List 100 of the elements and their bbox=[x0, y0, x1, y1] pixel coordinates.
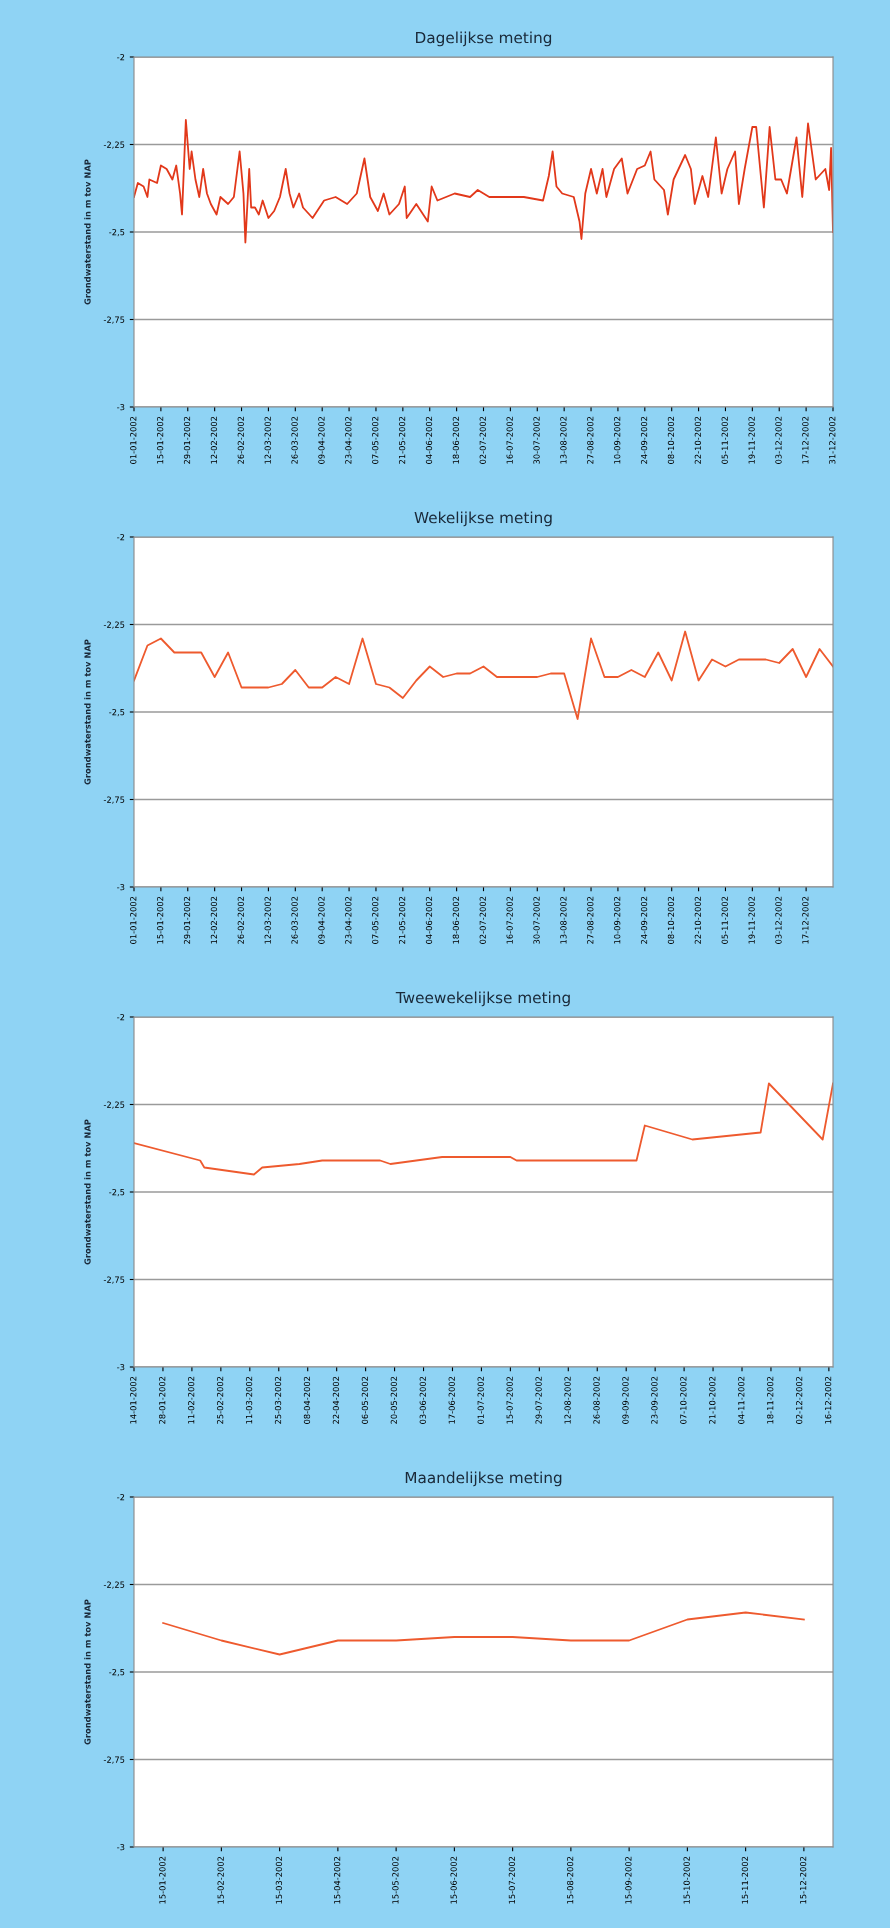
y-tick-label: -2,75 bbox=[103, 1756, 125, 1764]
x-tick-label: 30-07-2002 bbox=[533, 416, 540, 464]
x-tick-label: 24-09-2002 bbox=[640, 416, 648, 464]
x-tick-label: 04-06-2002 bbox=[425, 416, 433, 464]
y-axis-title: Grondwaterstand in m tov NAP bbox=[84, 159, 91, 305]
x-tick-label: 18-06-2002 bbox=[452, 416, 460, 464]
x-tick-label: 21-10-2002 bbox=[709, 1376, 716, 1424]
x-tick-label: 09-04-2002 bbox=[318, 896, 325, 944]
x-tick-label: 07-10-2002 bbox=[680, 1376, 687, 1424]
x-tick-label: 19-11-2002 bbox=[748, 896, 755, 944]
y-tick-label: -2 bbox=[117, 53, 125, 61]
x-tick-label: 29-01-2002 bbox=[183, 896, 191, 944]
x-tick-label: 26-02-2002 bbox=[237, 416, 244, 464]
x-tick-label: 18-06-2002 bbox=[452, 896, 460, 944]
x-tick-label: 15-08-2002 bbox=[566, 1856, 574, 1904]
x-tick-label: 27-08-2002 bbox=[587, 416, 594, 464]
x-tick-label: 03-06-2002 bbox=[419, 1376, 426, 1424]
x-tick-label: 15-01-2002 bbox=[159, 1856, 166, 1904]
line-series bbox=[134, 1082, 833, 1176]
x-tick-label: 16-12-2002 bbox=[824, 1376, 832, 1424]
x-tick-label: 21-05-2002 bbox=[398, 896, 406, 944]
y-tick-label: -2,25 bbox=[103, 141, 125, 149]
y-tick-label: -2,75 bbox=[103, 316, 125, 324]
x-tick-label: 06-05-2002 bbox=[361, 1376, 369, 1424]
x-tick-label: 15-05-2002 bbox=[392, 1856, 399, 1904]
x-tick-label: 15-07-2002 bbox=[506, 1376, 513, 1424]
y-tick-label: -3 bbox=[117, 883, 125, 891]
x-tick-label: 10-09-2002 bbox=[614, 416, 621, 464]
chart-title: Tweewekelijkse meting bbox=[395, 991, 570, 1007]
x-tick-label: 27-08-2002 bbox=[587, 896, 594, 944]
x-tick-label: 29-07-2002 bbox=[535, 1376, 542, 1424]
x-tick-label: 13-08-2002 bbox=[560, 416, 567, 464]
x-tick-label: 12-03-2002 bbox=[264, 896, 271, 944]
x-tick-label: 04-06-2002 bbox=[425, 896, 433, 944]
x-tick-label: 26-03-2002 bbox=[291, 416, 298, 464]
x-tick-label: 02-07-2002 bbox=[479, 416, 486, 464]
x-tick-label: 22-10-2002 bbox=[694, 416, 701, 464]
y-tick-label: -2,25 bbox=[103, 1581, 125, 1589]
x-tick-label: 22-10-2002 bbox=[694, 896, 701, 944]
x-tick-label: 15-11-2002 bbox=[741, 1856, 749, 1904]
x-tick-label: 02-12-2002 bbox=[796, 1376, 803, 1424]
x-tick-label: 20-05-2002 bbox=[390, 1376, 397, 1424]
x-tick-label: 15-01-2002 bbox=[157, 896, 164, 944]
x-tick-label: 15-10-2002 bbox=[683, 1856, 690, 1904]
x-tick-label: 12-08-2002 bbox=[564, 1376, 571, 1424]
x-tick-label: 11-03-2002 bbox=[245, 1376, 253, 1424]
y-tick-label: -2 bbox=[117, 533, 125, 541]
x-tick-label: 25-02-2002 bbox=[216, 1376, 224, 1424]
x-tick-label: 10-09-2002 bbox=[614, 896, 621, 944]
x-tick-label: 07-05-2002 bbox=[372, 416, 379, 464]
x-tick-label: 15-07-2002 bbox=[508, 1856, 516, 1904]
chart-title: Dagelijkse meting bbox=[416, 31, 552, 47]
x-tick-label: 15-03-2002 bbox=[275, 1856, 283, 1904]
x-tick-label: 23-09-2002 bbox=[651, 1376, 658, 1424]
x-tick-label: 23-04-2002 bbox=[345, 416, 352, 464]
x-tick-label: 15-06-2002 bbox=[450, 1856, 457, 1904]
x-tick-label: 05-11-2002 bbox=[721, 896, 728, 944]
x-tick-label: 13-08-2002 bbox=[560, 896, 567, 944]
x-tick-label: 30-07-2002 bbox=[533, 896, 540, 944]
x-tick-label: 15-02-2002 bbox=[217, 1856, 224, 1904]
y-tick-label: -2,5 bbox=[109, 1668, 125, 1677]
x-tick-label: 01-01-2002 bbox=[130, 896, 137, 944]
x-tick-label: 15-12-2002 bbox=[799, 1856, 807, 1904]
line-series bbox=[134, 630, 833, 720]
x-tick-label: 21-05-2002 bbox=[398, 416, 406, 464]
x-tick-label: 17-06-2002 bbox=[448, 1376, 455, 1424]
chart-title: Wekelijkse meting bbox=[414, 511, 552, 527]
x-tick-label: 12-02-2002 bbox=[210, 896, 218, 944]
y-tick-label: -2,25 bbox=[103, 621, 125, 629]
x-tick-label: 09-04-2002 bbox=[318, 416, 325, 464]
x-tick-label: 16-07-2002 bbox=[506, 896, 513, 944]
x-tick-label: 02-07-2002 bbox=[479, 896, 486, 944]
x-tick-label: 03-12-2002 bbox=[775, 896, 782, 944]
x-tick-label: 15-04-2002 bbox=[333, 1856, 341, 1904]
y-tick-label: -3 bbox=[117, 403, 125, 411]
y-tick-label: -3 bbox=[117, 1843, 125, 1851]
x-tick-label: 01-01-2002 bbox=[130, 416, 137, 464]
y-tick-label: -2,5 bbox=[109, 1188, 125, 1197]
x-tick-label: 07-05-2002 bbox=[372, 896, 379, 944]
x-tick-label: 15-01-2002 bbox=[157, 416, 164, 464]
x-tick-label: 12-03-2002 bbox=[264, 416, 271, 464]
x-tick-label: 19-11-2002 bbox=[748, 416, 755, 464]
x-tick-label: 04-11-2002 bbox=[738, 1376, 745, 1424]
x-tick-label: 08-10-2002 bbox=[667, 416, 675, 464]
y-axis-title: Grondwaterstand in m tov NAP bbox=[84, 1119, 91, 1265]
x-tick-label: 14-01-2002 bbox=[130, 1376, 137, 1424]
y-tick-label: -2 bbox=[117, 1013, 125, 1021]
x-tick-label: 26-08-2002 bbox=[593, 1376, 600, 1424]
x-tick-label: 25-03-2002 bbox=[274, 1376, 282, 1424]
x-tick-label: 28-01-2002 bbox=[159, 1376, 166, 1424]
x-tick-label: 15-09-2002 bbox=[625, 1856, 632, 1904]
x-tick-label: 22-04-2002 bbox=[332, 1376, 340, 1424]
x-tick-label: 17-12-2002 bbox=[802, 416, 809, 464]
x-tick-label: 08-04-2002 bbox=[303, 1376, 311, 1424]
x-tick-label: 03-12-2002 bbox=[775, 416, 782, 464]
y-tick-label: -3 bbox=[117, 1363, 125, 1371]
x-tick-label: 08-10-2002 bbox=[667, 896, 675, 944]
x-tick-label: 24-09-2002 bbox=[640, 896, 648, 944]
y-tick-label: -2,5 bbox=[109, 228, 125, 237]
line-series bbox=[134, 119, 833, 244]
